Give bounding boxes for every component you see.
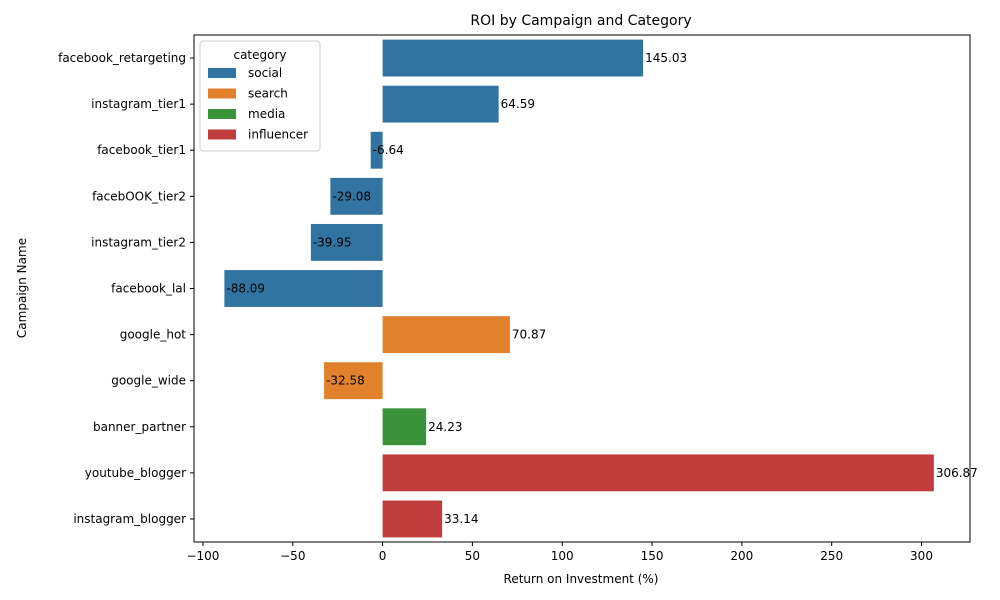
legend-label-search: search <box>248 87 288 101</box>
bar-facebook_lal <box>224 270 383 307</box>
y-tick-label: google_wide <box>111 374 186 388</box>
bar-youtube_blogger <box>382 454 934 492</box>
legend-label-social: social <box>248 66 282 80</box>
legend-swatch-social <box>208 68 236 78</box>
y-tick-label: facebook_lal <box>111 282 186 296</box>
y-tick-label: facebook_tier1 <box>97 143 186 157</box>
data-label-facebook_retargeting: 145.03 <box>645 51 687 65</box>
chart-title: ROI by Campaign and Category <box>470 13 691 29</box>
bar-instagram_tier2 <box>310 223 383 261</box>
x-tick-label: 100 <box>551 549 574 563</box>
x-tick-label: 250 <box>820 549 843 563</box>
data-label-facebook_lal: -88.09 <box>226 282 265 296</box>
legend-swatch-influencer <box>208 129 236 140</box>
x-tick-label: −100 <box>186 549 219 563</box>
x-tick-label: 50 <box>465 549 480 563</box>
bar-facebook_tier1 <box>370 131 383 169</box>
data-label-instagram_tier2: -39.95 <box>313 235 352 249</box>
bar-google_wide <box>324 362 383 400</box>
data-label-google_hot: 70.87 <box>512 328 546 342</box>
data-label-youtube_blogger: 306.87 <box>936 466 978 480</box>
data-label-facebOOK_tier2: -29.08 <box>332 189 371 203</box>
bar-instagram_tier1 <box>382 85 499 123</box>
legend: category social search media influencer <box>199 40 321 152</box>
bar-facebOOK_tier2 <box>330 177 383 215</box>
y-tick-label: facebook_retargeting <box>58 51 186 65</box>
y-tick-label: instagram_tier1 <box>91 97 186 111</box>
bar-banner_partner <box>382 408 427 446</box>
legend-title: category <box>233 48 286 62</box>
bar-facebook_retargeting <box>382 39 644 77</box>
bar-instagram_blogger <box>382 500 443 538</box>
legend-swatch-media <box>208 109 236 119</box>
data-label-instagram_tier1: 64.59 <box>501 97 535 111</box>
data-label-banner_partner: 24.23 <box>428 420 462 434</box>
x-axis-label: Return on Investment (%) <box>504 572 659 586</box>
data-label-google_wide: -32.58 <box>326 374 365 388</box>
x-tick-label: 200 <box>730 549 753 563</box>
legend-label-influencer: influencer <box>248 128 308 142</box>
bar-google_hot <box>382 316 510 354</box>
plot-area: 145.03 facebook_retargeting 64.59 instagram… <box>58 34 978 563</box>
axes-frame <box>193 34 971 543</box>
x-tick-label: −50 <box>280 549 305 563</box>
y-tick-label: banner_partner <box>93 420 186 434</box>
legend-label-media: media <box>248 107 285 121</box>
x-tick-label: 150 <box>641 549 664 563</box>
y-tick-label: youtube_blogger <box>85 466 186 480</box>
x-tick-label: 300 <box>910 549 933 563</box>
y-tick-label: google_hot <box>120 328 187 342</box>
y-tick-label: instagram_tier2 <box>91 235 186 249</box>
y-tick-label: instagram_blogger <box>73 512 186 526</box>
y-tick-label: facebOOK_tier2 <box>92 189 186 203</box>
data-label-facebook_tier1: -6.64 <box>373 143 404 157</box>
y-axis-label: Campaign Name <box>15 238 29 338</box>
x-tick-label: 0 <box>379 549 387 563</box>
legend-swatch-search <box>208 88 236 99</box>
data-label-instagram_blogger: 33.14 <box>444 512 478 526</box>
